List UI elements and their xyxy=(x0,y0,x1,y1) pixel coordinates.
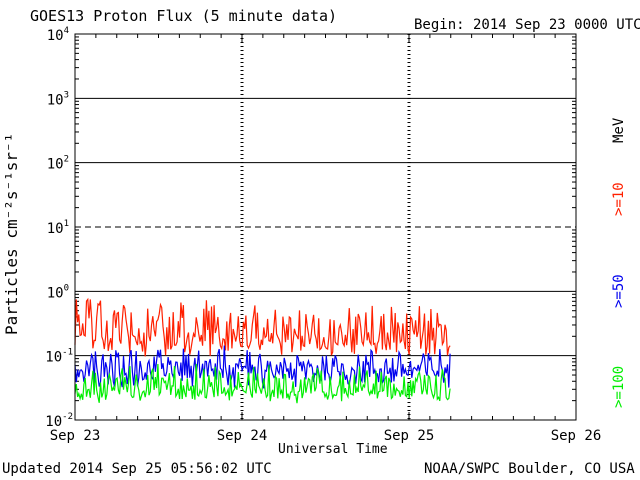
x-tick-label-0: Sep 23 xyxy=(50,428,101,444)
legend-series-0: >=10 xyxy=(611,182,627,216)
y-tick-label-1: 10-1 xyxy=(45,348,73,366)
y-tick-label-4: 102 xyxy=(47,155,69,173)
y-tick-label-2: 100 xyxy=(47,283,69,301)
x-tick-label-2: Sep 25 xyxy=(384,428,435,444)
updated-time: Updated 2014 Sep 25 05:56:02 UTC xyxy=(2,461,272,477)
x-tick-label-3: Sep 26 xyxy=(551,428,602,444)
y-axis-label-text: Particles cm⁻²s⁻¹sr⁻¹ xyxy=(2,132,21,335)
y-tick-label-3: 101 xyxy=(47,219,69,237)
unit-label: MeV xyxy=(611,117,627,143)
y-tick-label-5: 103 xyxy=(47,90,69,108)
y-tick-label-6: 104 xyxy=(47,26,69,44)
legend-series-1: >=50 xyxy=(611,274,627,308)
legend-series-2: >=100 xyxy=(611,365,627,408)
y-axis-label: Particles cm⁻²s⁻¹sr⁻¹ xyxy=(2,132,21,335)
chart-title: GOES13 Proton Flux (5 minute data) xyxy=(30,7,338,25)
series-line-2 xyxy=(74,363,451,404)
series-line-1 xyxy=(74,345,451,389)
series-line-0 xyxy=(74,297,451,357)
y-tick-label-0: 10-2 xyxy=(45,412,73,430)
x-axis-label: Universal Time xyxy=(278,442,388,457)
plot-frame xyxy=(74,33,577,421)
credit: NOAA/SWPC Boulder, CO USA xyxy=(424,461,635,477)
begin-time: Begin: 2014 Sep 23 0000 UTC xyxy=(414,17,640,33)
x-tick-label-1: Sep 24 xyxy=(217,428,268,444)
